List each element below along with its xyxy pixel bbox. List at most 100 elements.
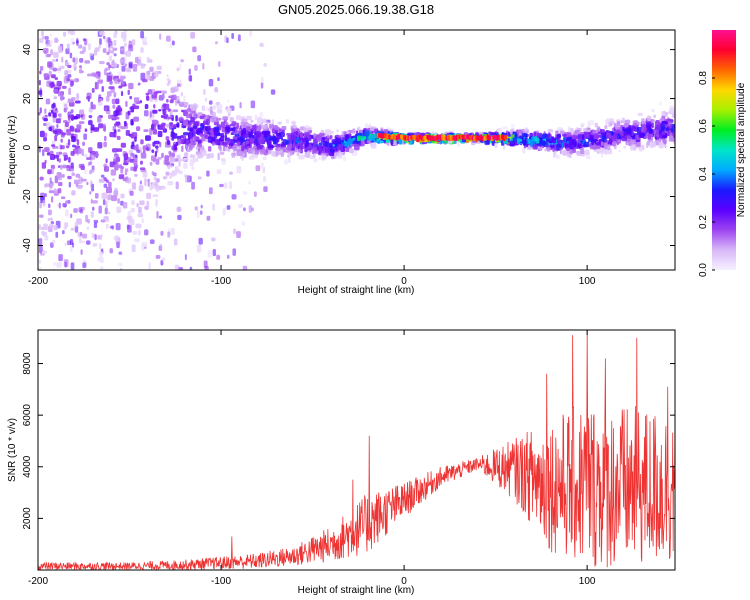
spectrogram-cell: [70, 213, 73, 219]
spectrogram-cell: [169, 156, 173, 163]
spectrogram-cell: [171, 171, 175, 177]
spectrogram-cell: [172, 109, 179, 113]
spectrogram-cell: [181, 109, 184, 113]
spectrogram-cell: [497, 127, 502, 135]
spectrogram-cell: [670, 128, 674, 133]
spectrogram-cell: [285, 119, 290, 124]
spectrogram-cell: [345, 134, 349, 139]
spectrogram-cell: [123, 30, 128, 32]
spectrogram-cell: [231, 121, 237, 126]
spectrogram-cell: [131, 244, 136, 253]
spectrogram-x-ticks: -200 -100 0 100: [28, 30, 596, 287]
spectrogram-cell: [510, 134, 515, 138]
spectrogram-cell: [213, 129, 218, 136]
spectrogram-cell: [98, 178, 105, 183]
spectrogram-cell: [105, 95, 110, 102]
spectrogram-cell: [144, 229, 149, 236]
spectrogram-cell: [170, 164, 173, 168]
spectrogram-cell: [112, 178, 115, 182]
spectrogram-cell: [237, 137, 241, 142]
spectrogram-cell: [86, 240, 91, 245]
spectrogram-cell: [139, 180, 142, 185]
spectrogram-cell: [566, 141, 569, 144]
spectrogram-cell: [605, 119, 609, 125]
spectrogram-cell: [175, 181, 179, 190]
spectrogram-cell: [606, 133, 612, 139]
spectrogram-cell: [260, 162, 265, 169]
spectrogram-cell: [65, 200, 69, 204]
spectrogram-cell: [114, 235, 120, 242]
spectrogram-cell: [63, 259, 69, 267]
spectrogram-cell: [49, 177, 52, 183]
snr-y-label: SNR (10 * v/v): [7, 418, 18, 482]
spectrogram-cell: [48, 70, 52, 76]
spectrogram-cell: [139, 200, 145, 206]
spectrogram-cell: [161, 257, 166, 261]
spectrogram-cell: [201, 105, 206, 111]
spectrogram-x-label: Height of straight line (km): [298, 285, 415, 296]
spectrogram-cell: [626, 142, 629, 145]
spectrogram-cell: [579, 147, 585, 155]
spectrogram-cell: [68, 156, 71, 163]
spectrogram-cell: [325, 147, 330, 153]
spectrogram-cell: [673, 134, 675, 138]
spectrogram-cell: [609, 121, 615, 125]
spectrogram-cell: [649, 141, 654, 148]
spectrogram-cell: [606, 139, 609, 144]
spectrogram-cell: [123, 42, 127, 47]
spectrogram-cell: [144, 178, 147, 187]
spectrogram-cell: [672, 137, 675, 141]
spectrogram-cell: [494, 142, 498, 149]
spectrogram-cell: [166, 139, 170, 145]
spectrogram-cell: [128, 40, 132, 49]
spectrogram-cell: [136, 203, 139, 208]
spectrogram-cell: [218, 61, 221, 67]
spectrogram-cell: [70, 126, 75, 132]
spectrogram-cell: [171, 127, 174, 135]
spectrogram-cell: [99, 30, 105, 36]
spectrogram-cell: [224, 35, 228, 43]
spectrogram-cell: [301, 137, 308, 142]
spectrogram-cell: [48, 203, 51, 209]
spectrogram-cell: [236, 139, 239, 143]
spectrogram-cell: [524, 127, 528, 132]
spectrogram-cell: [217, 152, 220, 161]
spectrogram-cell: [237, 145, 242, 149]
spectrogram-cell: [176, 206, 182, 213]
spectrogram-cell: [120, 91, 124, 97]
spectrogram-cell: [48, 112, 52, 117]
snr-x-tick-label: 100: [579, 576, 596, 587]
spectrogram-cell: [121, 65, 126, 72]
spectrogram-cell: [79, 231, 83, 237]
spectrogram-cell: [180, 59, 184, 63]
spectrogram-cell: [81, 148, 84, 156]
spectrogram-cell: [180, 158, 186, 162]
spectrogram-cell: [107, 75, 113, 82]
spectrogram-cell: [144, 0, 146, 6]
spectrogram-cell: [79, 50, 85, 54]
spectrogram-cell: [154, 151, 157, 157]
spectrogram-cell: [190, 117, 195, 123]
spectrogram-cell: [145, 92, 150, 96]
spectrogram-cell: [131, 39, 136, 46]
spectrogram-cell: [590, 134, 593, 141]
spectrogram-cell: [63, 157, 67, 162]
spectrogram-cell: [544, 148, 547, 152]
spectrogram-cell: [192, 157, 199, 163]
spectrogram-cell: [74, 128, 78, 133]
spectrogram-cell: [616, 141, 620, 146]
spectrogram-cell: [303, 132, 310, 139]
spectrogram-cell: [53, 154, 59, 159]
spectrogram-cell: [45, 98, 51, 105]
spectrogram-cell: [113, 190, 119, 197]
spectrogram-cell: [55, 68, 62, 71]
spectrogram-cell: [55, 231, 59, 238]
spectrogram-cell: [99, 38, 102, 45]
spectrogram-cell: [56, 262, 62, 268]
spectrogram-cell: [44, 193, 47, 198]
spectrogram-cell: [104, 207, 108, 215]
spectrogram-cell: [260, 82, 264, 89]
spectrogram-cell: [165, 171, 170, 176]
spectrogram-cell: [125, 50, 131, 57]
